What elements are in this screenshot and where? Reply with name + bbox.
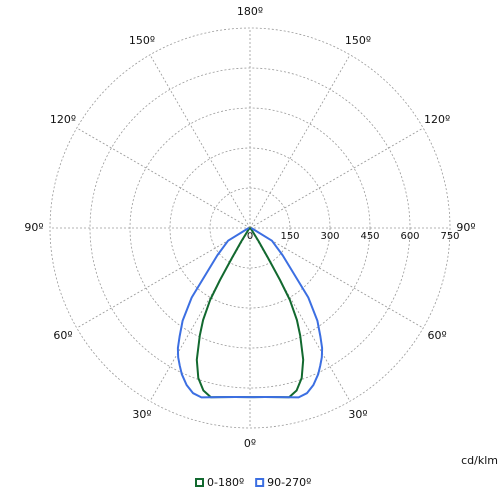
angle-label: 150º — [129, 34, 155, 47]
spoke — [249, 127, 424, 229]
curve — [249, 227, 324, 399]
curve — [249, 227, 305, 399]
legend-swatch — [195, 478, 204, 487]
angle-label: 0º — [244, 437, 256, 450]
r-tick-label: 450 — [360, 231, 379, 242]
angle-label: 180º — [237, 5, 263, 18]
r-tick-label: 150 — [280, 231, 299, 242]
unit-label: cd/klm — [461, 454, 498, 467]
legend-swatch — [255, 478, 265, 487]
angle-label: 150º — [345, 34, 371, 47]
legend-label: 0-180º — [207, 476, 244, 489]
spoke — [249, 227, 424, 329]
angle-label: 120º — [424, 113, 450, 126]
spoke — [149, 54, 251, 229]
angle-label: 60º — [427, 329, 446, 342]
legend-label: 90-270º — [267, 476, 311, 489]
r-tick-label: 600 — [400, 231, 419, 242]
angle-label: 30º — [348, 408, 367, 421]
r-tick-label: 300 — [320, 231, 339, 242]
spoke — [249, 54, 351, 229]
angle-label: 120º — [50, 113, 76, 126]
grid-circle — [49, 27, 451, 429]
spoke — [76, 127, 251, 229]
r-tick-label: 750 — [440, 231, 459, 242]
spoke — [76, 227, 251, 329]
angle-label: 30º — [132, 408, 151, 421]
curve — [176, 227, 251, 399]
angle-label: 90º — [24, 221, 43, 234]
angle-label: 60º — [53, 329, 72, 342]
legend: 0-180º 90-270º — [195, 476, 311, 489]
curve — [195, 227, 251, 399]
angle-label: 90º — [456, 221, 475, 234]
